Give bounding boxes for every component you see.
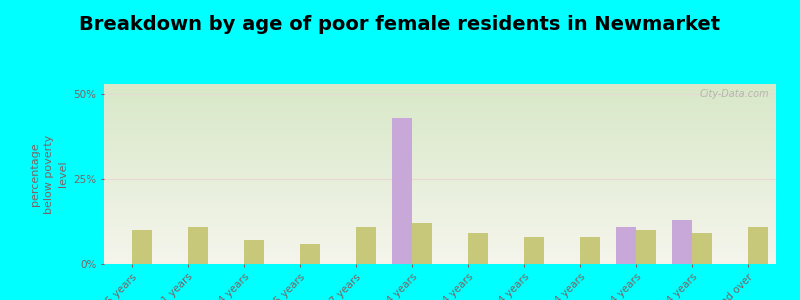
Text: Breakdown by age of poor female residents in Newmarket: Breakdown by age of poor female resident…	[79, 15, 721, 34]
Bar	[636, 230, 656, 264]
Bar	[356, 226, 376, 264]
Bar	[393, 118, 412, 264]
Bar	[672, 220, 692, 264]
Bar	[580, 237, 600, 264]
Bar	[616, 226, 636, 264]
Bar	[244, 240, 264, 264]
Bar	[524, 237, 544, 264]
Bar	[132, 230, 152, 264]
Bar	[188, 226, 208, 264]
Bar	[468, 233, 487, 264]
Bar	[300, 244, 320, 264]
Bar	[748, 226, 768, 264]
Y-axis label: percentage
below poverty
level: percentage below poverty level	[30, 134, 68, 214]
Bar	[412, 223, 432, 264]
Bar	[692, 233, 712, 264]
Text: City-Data.com: City-Data.com	[700, 89, 770, 99]
